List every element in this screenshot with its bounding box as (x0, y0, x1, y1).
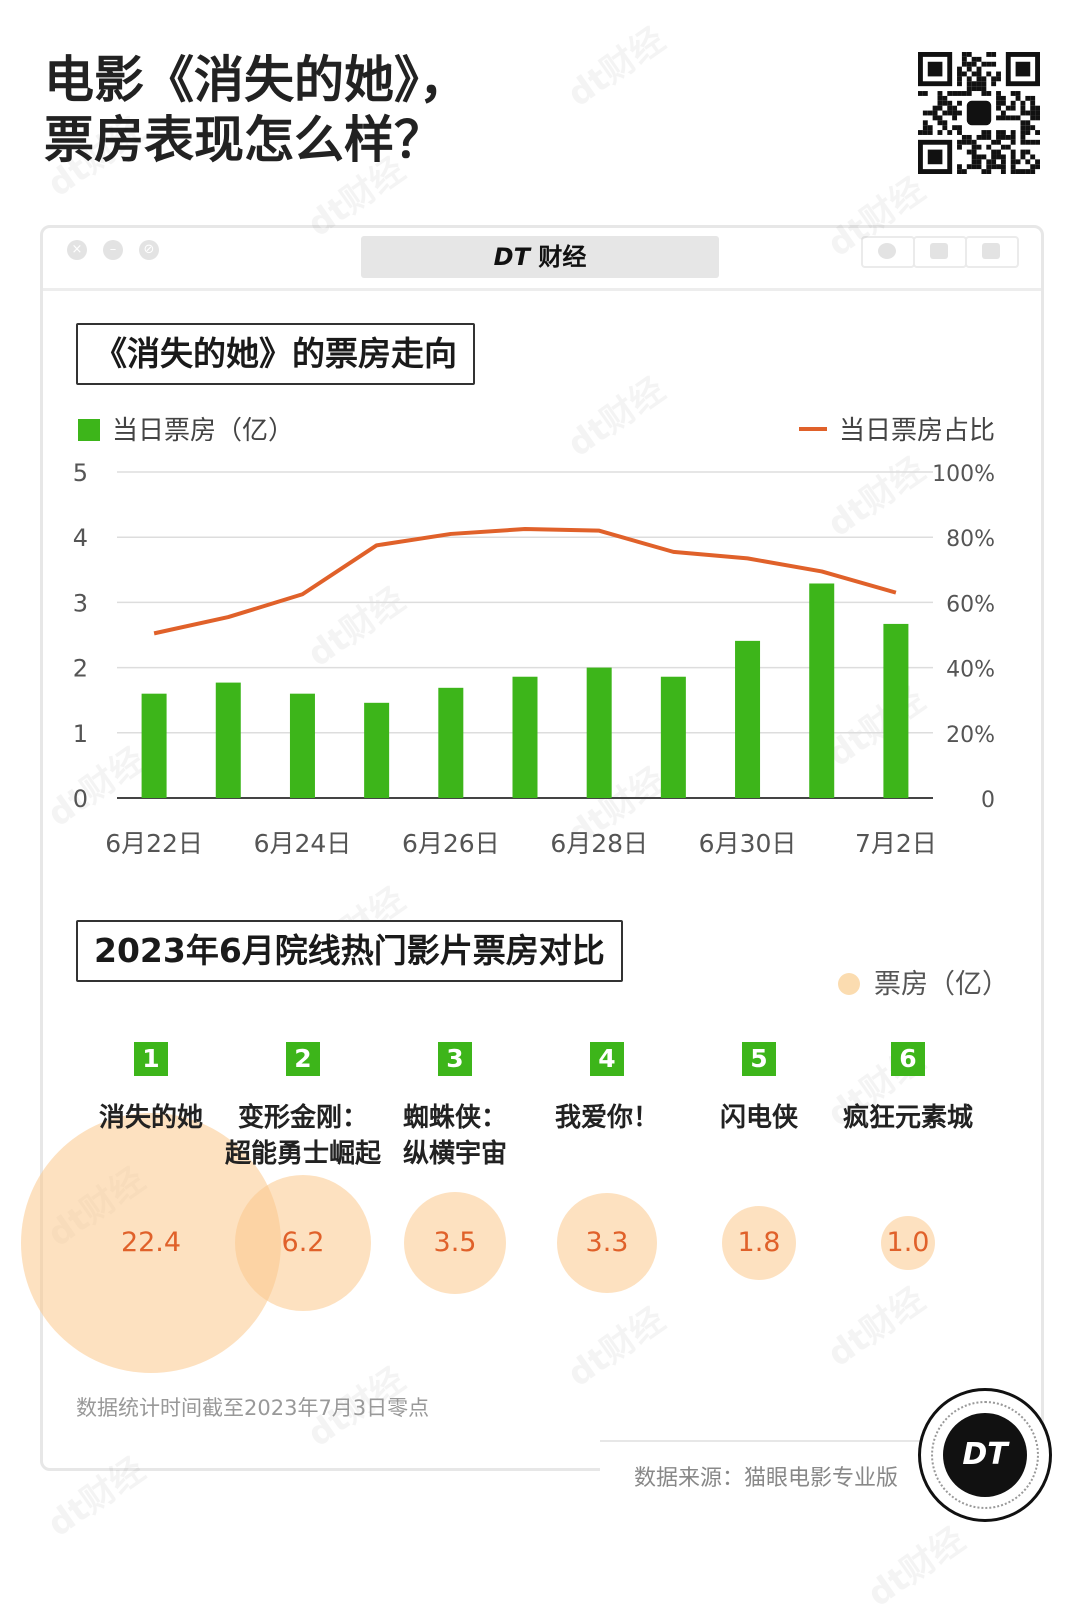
movie-name-line: 闪电侠 (719, 1103, 798, 1133)
y-left-tick-label: 5 (73, 459, 88, 487)
legend-line-swatch (798, 427, 827, 431)
legend-line-label: 当日票房占比 (838, 416, 995, 446)
bubble-legend-swatch (838, 973, 860, 995)
bubble (403, 1191, 507, 1295)
x-tick-label: 6月30日 (699, 829, 797, 858)
headline-line2: 票房表现怎么样？ (44, 111, 444, 169)
bar (735, 640, 761, 798)
bubble (722, 1206, 796, 1280)
bubble (557, 1193, 657, 1293)
bar (215, 682, 241, 798)
x-tick-label: 6月22日 (105, 829, 203, 858)
movie-name-line: 疯狂元素城 (842, 1103, 973, 1133)
movie-name: 闪电侠 (669, 1100, 849, 1136)
box-office-chart: 0 1 2 3 4 5 0 20% 40% 60% 80% 100% 6月22日 6月24日 6月26日 6月… (73, 459, 995, 858)
source-tab (600, 1440, 960, 1510)
rank-badge: 2 (286, 1042, 320, 1076)
movie-name-line: 纵横宇宙 (402, 1139, 507, 1169)
rank-badge: 1 (134, 1042, 168, 1076)
close-icon: × (67, 240, 87, 260)
bar (289, 693, 315, 798)
x-tick-label: 6月28日 (550, 829, 648, 858)
data-source: 数据来源：猫眼电影专业版 (634, 1466, 899, 1491)
movie-name: 疯狂元素城 (818, 1100, 998, 1136)
x-tick-label: 6月24日 (254, 829, 352, 858)
brand-dt: DT (493, 243, 530, 271)
window-icon (965, 236, 1019, 268)
movie-name: 变形金刚： 超能勇士崛起 (213, 1100, 393, 1172)
bar (883, 623, 909, 798)
movie-name-line: 超能勇士崛起 (224, 1139, 381, 1169)
legend-line-series: 当日票房占比 (798, 410, 995, 447)
bubble (880, 1215, 936, 1271)
minimize-icon: – (103, 240, 123, 260)
rank-badge: 6 (891, 1042, 925, 1076)
movie-name: 我爱你！ (517, 1100, 697, 1136)
badge-ring (931, 1401, 1039, 1509)
bubble-value: 22.4 (120, 1227, 182, 1258)
legend-bar-swatch (78, 419, 100, 441)
share-line (153, 527, 897, 636)
badge-logo: DT (943, 1413, 1027, 1497)
dt-badge: DT (918, 1388, 1052, 1522)
rank-badge: 5 (742, 1042, 776, 1076)
y-left-tick-label: 1 (73, 720, 88, 748)
bar (512, 676, 538, 798)
movie-name-line: 我爱你！ (554, 1103, 659, 1133)
legend-bar-series: 当日票房（亿） (78, 410, 294, 447)
section1-title: 《消失的她》的票房走向 (76, 323, 475, 385)
y-right-tick-label: 80% (946, 527, 995, 552)
section2-title: 2023年6月院线热门影片票房对比 (76, 920, 623, 982)
bar (809, 583, 835, 798)
bubble-value: 3.3 (585, 1227, 629, 1258)
qr-code-icon (918, 52, 1040, 174)
legend-bar-label: 当日票房（亿） (112, 416, 295, 446)
footnote: 数据统计时间截至2023年7月3日零点 (76, 1396, 430, 1420)
y-left-tick-label: 2 (73, 655, 88, 683)
movie-name-line: 蜘蛛侠： (402, 1103, 507, 1133)
bar (438, 687, 464, 798)
y-right-tick-label: 40% (946, 658, 995, 683)
brand-cn: 财经 (538, 243, 587, 271)
headline: 电影《消失的她》， 票房表现怎么样？ (44, 50, 469, 170)
movie-name: 蜘蛛侠： 纵横宇宙 (365, 1100, 545, 1172)
x-tick-label: 6月26日 (402, 829, 500, 858)
block-icon: ⊘ (139, 240, 159, 260)
movie-name: 消失的她 (61, 1100, 241, 1136)
y-left-tick-label: 0 (73, 785, 88, 813)
bubble-value: 1.0 (886, 1227, 930, 1258)
bubble-value: 3.5 (433, 1227, 477, 1258)
bubble-value: 1.8 (737, 1227, 781, 1258)
watermark: dt财经 (856, 1513, 973, 1615)
y-left-tick-label: 3 (73, 589, 88, 617)
y-left-tick-label: 4 (73, 524, 88, 552)
y-right-tick-label: 100% (932, 462, 995, 487)
movie-name-line: 变形金刚： (237, 1103, 368, 1133)
bar (586, 667, 612, 798)
bubble-legend: 票房（亿） (838, 962, 1009, 1001)
bubble-value: 6.2 (281, 1227, 325, 1258)
window-titlebar: × – ⊘ DT 财经 (43, 228, 1041, 291)
bubble-legend-label: 票房（亿） (874, 969, 1009, 1000)
bubble (234, 1174, 372, 1312)
movie-name-line: 消失的她 (98, 1103, 203, 1133)
rank-badge: 3 (438, 1042, 472, 1076)
bar (660, 676, 686, 798)
y-right-tick-label: 60% (946, 592, 995, 617)
rank-badge: 4 (590, 1042, 624, 1076)
bar (364, 702, 390, 798)
y-right-tick-label: 20% (946, 723, 995, 748)
headline-line1: 电影《消失的她》， (44, 51, 469, 109)
x-tick-label: 7月2日 (855, 829, 937, 858)
bar (141, 693, 167, 798)
y-right-tick-label: 0 (981, 788, 995, 813)
window-brand: DT 财经 (361, 236, 719, 278)
